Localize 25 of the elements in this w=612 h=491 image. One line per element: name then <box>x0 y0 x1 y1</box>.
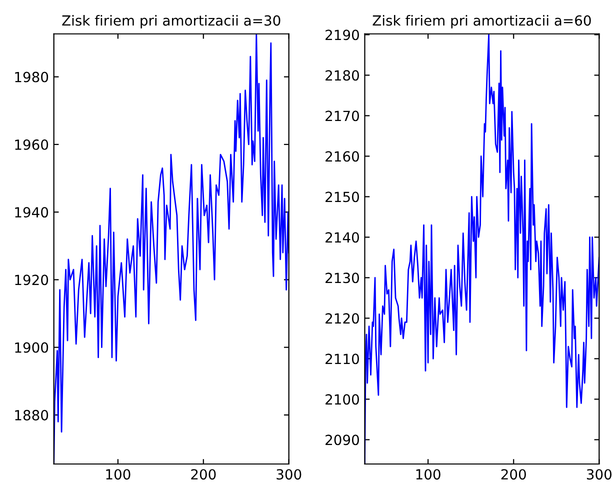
y-tick-label: 2090 <box>326 434 359 446</box>
y-tick-label: 1960 <box>15 139 48 150</box>
y-tick-label: 2100 <box>326 394 359 405</box>
y-tick-label: 2150 <box>326 192 359 202</box>
y-tick-label: 2170 <box>326 110 359 122</box>
y-tick-label: 1900 <box>15 342 48 353</box>
y-tick-label: 2110 <box>326 354 359 364</box>
y-tick-label: 1880 <box>15 410 48 420</box>
chart-title: Zisk firiem pri amortizacii a=60 <box>372 14 591 28</box>
y-tick-label: 2140 <box>326 232 359 243</box>
y-tick-label: 2160 <box>326 151 359 162</box>
x-tick-label: 100 <box>106 469 130 480</box>
x-tick-label: 200 <box>501 469 526 480</box>
y-tick-label: 2180 <box>326 70 359 81</box>
y-tick-label: 2190 <box>326 30 359 40</box>
y-tick-label: 2130 <box>326 272 359 284</box>
x-tick-label: 100 <box>416 469 440 480</box>
y-tick-label: 1980 <box>15 72 48 82</box>
x-tick-label: 200 <box>191 469 216 480</box>
y-tick-label: 1940 <box>15 207 48 218</box>
y-tick-label: 1920 <box>15 274 48 286</box>
chart-title: Zisk firiem pri amortizacii a=30 <box>62 14 280 28</box>
x-tick-label: 300 <box>586 469 612 480</box>
x-tick-label: 300 <box>276 469 302 480</box>
y-tick-label: 2120 <box>326 313 359 324</box>
